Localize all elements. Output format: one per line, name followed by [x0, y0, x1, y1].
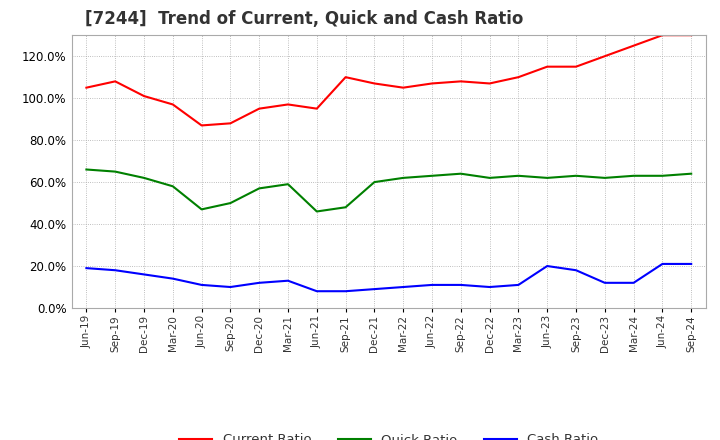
Quick Ratio	[428, 173, 436, 179]
Cash Ratio	[485, 284, 494, 290]
Cash Ratio	[428, 282, 436, 288]
Cash Ratio	[197, 282, 206, 288]
Quick Ratio	[629, 173, 638, 179]
Cash Ratio	[82, 265, 91, 271]
Cash Ratio	[370, 286, 379, 292]
Quick Ratio	[255, 186, 264, 191]
Current Ratio	[514, 74, 523, 80]
Line: Cash Ratio: Cash Ratio	[86, 264, 691, 291]
Line: Quick Ratio: Quick Ratio	[86, 169, 691, 212]
Cash Ratio	[312, 289, 321, 294]
Quick Ratio	[456, 171, 465, 176]
Cash Ratio	[226, 284, 235, 290]
Cash Ratio	[341, 289, 350, 294]
Cash Ratio	[111, 268, 120, 273]
Quick Ratio	[514, 173, 523, 179]
Quick Ratio	[600, 175, 609, 180]
Cash Ratio	[572, 268, 580, 273]
Quick Ratio	[140, 175, 148, 180]
Cash Ratio	[629, 280, 638, 286]
Current Ratio	[168, 102, 177, 107]
Quick Ratio	[572, 173, 580, 179]
Quick Ratio	[370, 180, 379, 185]
Cash Ratio	[255, 280, 264, 286]
Quick Ratio	[226, 201, 235, 206]
Current Ratio	[543, 64, 552, 70]
Quick Ratio	[485, 175, 494, 180]
Text: [7244]  Trend of Current, Quick and Cash Ratio: [7244] Trend of Current, Quick and Cash …	[85, 10, 523, 28]
Quick Ratio	[312, 209, 321, 214]
Current Ratio	[341, 74, 350, 80]
Quick Ratio	[543, 175, 552, 180]
Quick Ratio	[658, 173, 667, 179]
Quick Ratio	[82, 167, 91, 172]
Cash Ratio	[284, 278, 292, 283]
Current Ratio	[140, 93, 148, 99]
Current Ratio	[658, 33, 667, 38]
Cash Ratio	[456, 282, 465, 288]
Cash Ratio	[658, 261, 667, 267]
Current Ratio	[255, 106, 264, 111]
Current Ratio	[82, 85, 91, 90]
Cash Ratio	[600, 280, 609, 286]
Current Ratio	[687, 33, 696, 38]
Quick Ratio	[687, 171, 696, 176]
Line: Current Ratio: Current Ratio	[86, 35, 691, 125]
Quick Ratio	[197, 207, 206, 212]
Cash Ratio	[514, 282, 523, 288]
Current Ratio	[572, 64, 580, 70]
Legend: Current Ratio, Quick Ratio, Cash Ratio: Current Ratio, Quick Ratio, Cash Ratio	[174, 428, 604, 440]
Current Ratio	[370, 81, 379, 86]
Cash Ratio	[543, 264, 552, 269]
Current Ratio	[456, 79, 465, 84]
Cash Ratio	[687, 261, 696, 267]
Quick Ratio	[341, 205, 350, 210]
Current Ratio	[485, 81, 494, 86]
Current Ratio	[226, 121, 235, 126]
Quick Ratio	[168, 183, 177, 189]
Current Ratio	[399, 85, 408, 90]
Current Ratio	[312, 106, 321, 111]
Current Ratio	[600, 54, 609, 59]
Cash Ratio	[140, 272, 148, 277]
Quick Ratio	[111, 169, 120, 174]
Current Ratio	[197, 123, 206, 128]
Cash Ratio	[399, 284, 408, 290]
Current Ratio	[629, 43, 638, 48]
Current Ratio	[284, 102, 292, 107]
Current Ratio	[428, 81, 436, 86]
Current Ratio	[111, 79, 120, 84]
Quick Ratio	[399, 175, 408, 180]
Quick Ratio	[284, 182, 292, 187]
Cash Ratio	[168, 276, 177, 281]
